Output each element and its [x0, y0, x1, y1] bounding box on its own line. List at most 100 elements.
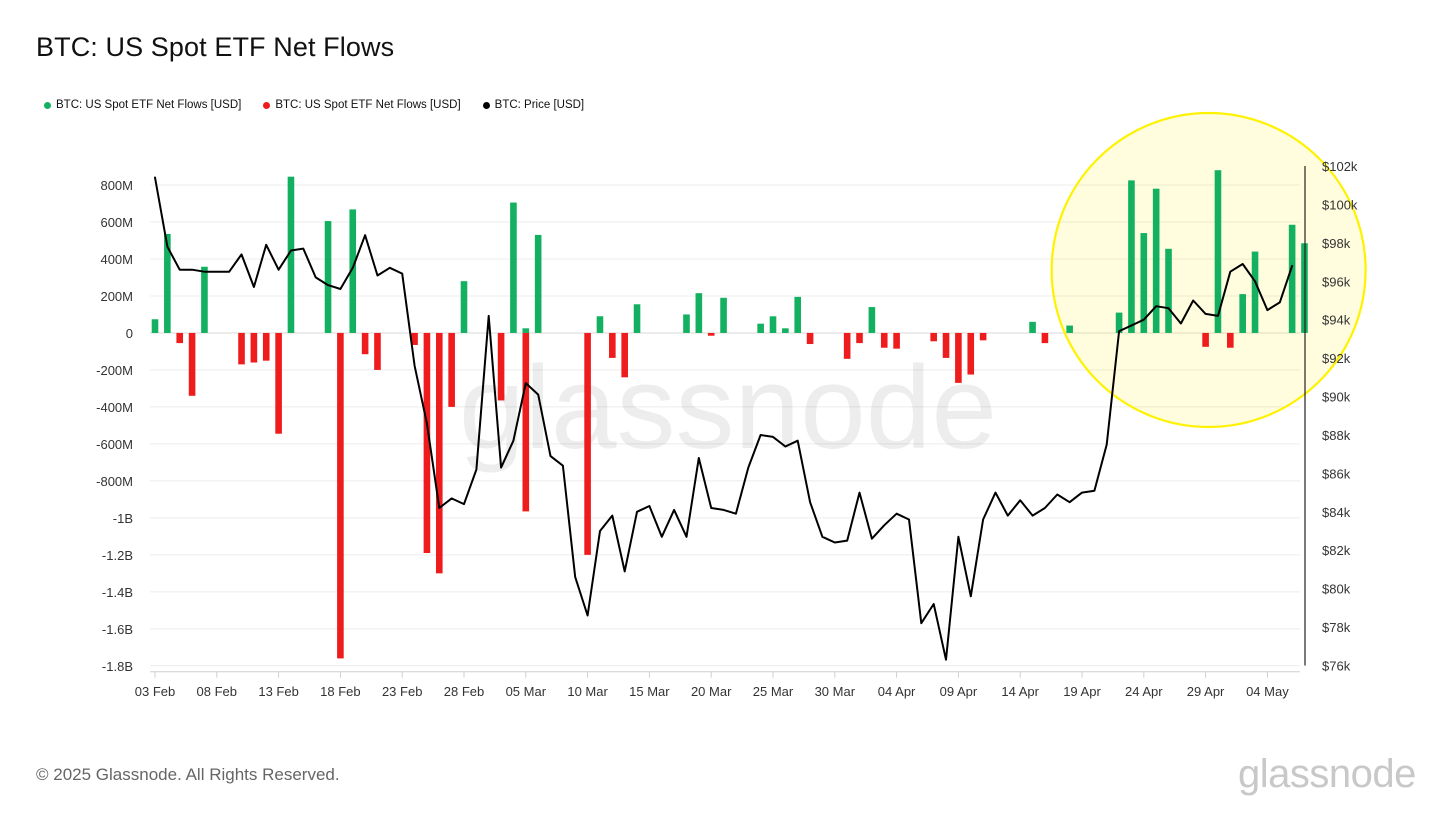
- bar-inflow: [534, 234, 542, 333]
- bar-inflow: [1152, 188, 1160, 333]
- bar-inflow: [1128, 180, 1135, 333]
- bar-outflow: [448, 332, 455, 407]
- y-right-tick-label: $86k: [1322, 466, 1351, 481]
- x-tick-label: 25 Mar: [753, 684, 794, 699]
- y-right-tick-label: $88k: [1322, 428, 1351, 443]
- legend-item-inflows[interactable]: BTC: US Spot ETF Net Flows [USD]: [44, 99, 241, 111]
- bar-outflow: [1202, 332, 1209, 347]
- x-tick-label: 03 Feb: [135, 684, 175, 699]
- bar-inflow: [287, 176, 295, 333]
- x-tick-label: 24 Apr: [1125, 684, 1163, 699]
- x-tick-label: 05 Mar: [506, 684, 547, 699]
- legend-item-outflows[interactable]: BTC: US Spot ETF Net Flows [USD]: [263, 99, 461, 111]
- bar-outflow: [497, 332, 505, 401]
- y-right-tick-label: $92k: [1322, 351, 1351, 366]
- legend: BTC: US Spot ETF Net Flows [USD] BTC: US…: [44, 99, 584, 111]
- y-right-tick-label: $78k: [1322, 620, 1351, 635]
- bar-inflow: [1214, 170, 1222, 333]
- bar-inflow: [460, 281, 468, 333]
- y-left-tick-label: -1.2B: [102, 548, 133, 563]
- bar-outflow: [262, 332, 270, 361]
- bar-outflow: [176, 332, 184, 344]
- bar-inflow: [510, 202, 517, 333]
- y-left-tick-label: -1.6B: [102, 622, 133, 637]
- bar-inflow: [1165, 248, 1172, 333]
- y-right-tick-label: $80k: [1322, 582, 1351, 597]
- x-tick-label: 13 Feb: [258, 684, 298, 699]
- bar-outflow: [967, 332, 975, 375]
- highlight-layer: [1050, 111, 1367, 429]
- highlight-circle: [1050, 111, 1367, 429]
- y-left-tick-label: -800M: [96, 474, 133, 489]
- legend-item-price[interactable]: BTC: Price [USD]: [482, 99, 585, 111]
- footer-copyright: © 2025 Glassnode. All Rights Reserved.: [36, 765, 340, 784]
- bar-outflow: [930, 332, 937, 342]
- bar-outflow: [893, 332, 900, 349]
- bar-outflow: [584, 332, 591, 555]
- bar-outflow: [942, 332, 950, 358]
- axes: 800M 600M 400M 200M 0 -200M -400M -600M -800M -1B…: [96, 159, 1358, 699]
- bar-inflow: [1239, 294, 1246, 333]
- bar-outflow: [843, 332, 851, 359]
- bar-inflow: [522, 328, 530, 333]
- x-tick-label: 18 Feb: [320, 684, 360, 699]
- legend-marker-price: [482, 101, 490, 109]
- y-left-tick-label: -1.4B: [102, 585, 133, 600]
- bar-inflow: [1251, 251, 1259, 333]
- y-left-tick-label: -400M: [96, 400, 133, 415]
- bar-inflow: [683, 314, 690, 333]
- x-tick-label: 29 Apr: [1187, 684, 1225, 699]
- bar-outflow: [188, 332, 196, 396]
- x-tick-label: 09 Apr: [940, 684, 978, 699]
- bar-outflow: [275, 332, 282, 434]
- bar-outflow: [979, 332, 987, 341]
- y-left-tick-label: 0: [126, 326, 133, 341]
- bar-inflow: [695, 293, 703, 333]
- x-tick-label: 14 Apr: [1001, 684, 1039, 699]
- legend-label-outflows: BTC: US Spot ETF Net Flows [USD]: [275, 99, 461, 111]
- y-left-tick-label: 800M: [100, 178, 133, 193]
- bar-outflow: [361, 332, 369, 355]
- bar-inflow: [596, 316, 604, 333]
- bar-inflow: [324, 221, 332, 333]
- x-tick-label: 15 Mar: [629, 684, 670, 699]
- legend-label-inflows: BTC: US Spot ETF Net Flows [USD]: [56, 99, 242, 111]
- y-right-tick-label: $84k: [1322, 505, 1351, 520]
- bar-inflow: [151, 319, 159, 333]
- bar-inflow: [633, 304, 641, 333]
- bar-outflow: [1227, 332, 1234, 348]
- bar-inflow: [1140, 233, 1148, 333]
- x-tick-label: 10 Mar: [567, 684, 608, 699]
- bar-inflow: [1066, 325, 1073, 333]
- y-right-tick-label: $76k: [1322, 659, 1351, 674]
- bar-outflow: [806, 332, 814, 345]
- bar-series: [151, 170, 1308, 659]
- y-left-tick-label: -1B: [113, 511, 133, 526]
- bar-outflow: [374, 332, 381, 370]
- x-tick-label: 19 Apr: [1063, 684, 1101, 699]
- x-tick-label: 30 Mar: [815, 684, 856, 699]
- bar-inflow: [794, 296, 802, 333]
- x-tick-label: 04 Apr: [878, 684, 916, 699]
- bar-outflow: [955, 332, 962, 383]
- bar-inflow: [782, 328, 789, 333]
- y-right-tick-label: $90k: [1322, 390, 1351, 405]
- bar-inflow: [868, 307, 876, 333]
- bar-outflow: [238, 332, 245, 365]
- bar-outflow: [522, 332, 530, 512]
- watermark: glassnode: [459, 342, 997, 474]
- bar-outflow: [1041, 332, 1049, 344]
- y-right-tick-label: $96k: [1322, 274, 1351, 289]
- price-line: [154, 176, 1294, 661]
- bar-outflow: [856, 332, 863, 344]
- y-left-tick-label: -1.8B: [102, 659, 133, 674]
- bar-outflow: [423, 332, 431, 553]
- y-right-tick-label: $98k: [1322, 236, 1351, 251]
- x-tick-label: 28 Feb: [444, 684, 484, 699]
- bar-inflow: [1288, 224, 1296, 333]
- bar-inflow: [164, 234, 171, 333]
- bar-outflow: [621, 332, 628, 378]
- bar-inflow: [757, 323, 764, 333]
- legend-label-price: BTC: Price [USD]: [494, 99, 585, 111]
- bar-outflow: [411, 332, 418, 345]
